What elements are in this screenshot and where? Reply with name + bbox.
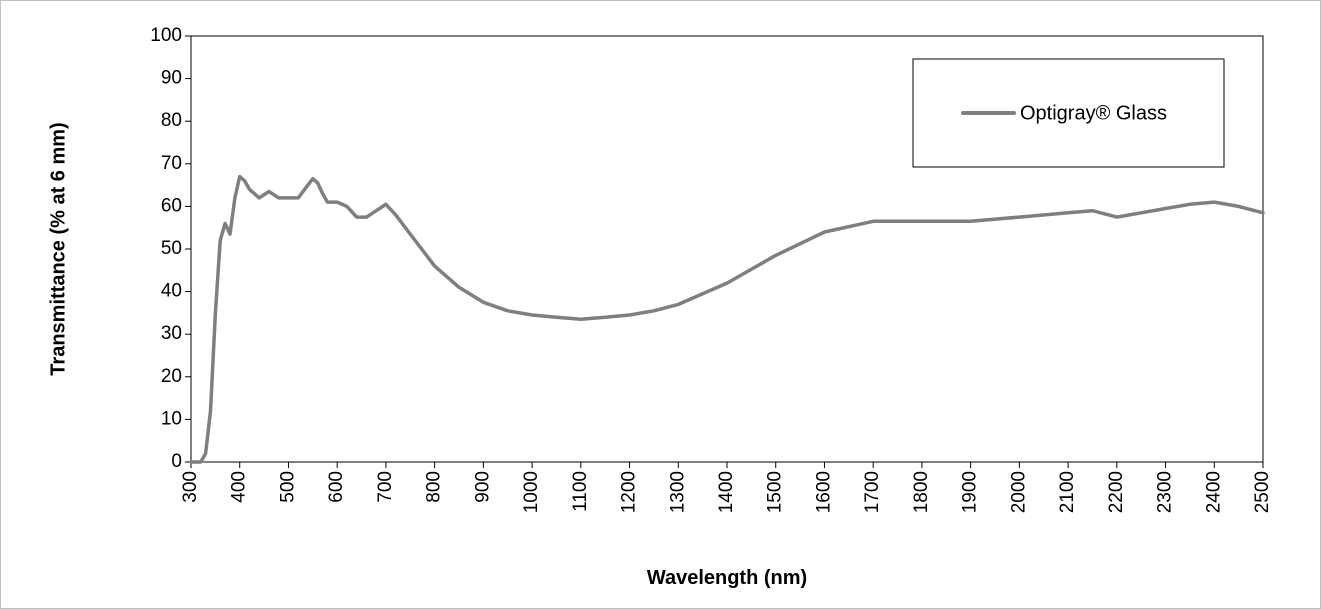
y-axis-ticks: 0 10 20 30 40 50 60 70 80 90 100 — [150, 25, 191, 472]
x-tick-label: 2500 — [1252, 471, 1273, 513]
x-tick-label: 2200 — [1106, 471, 1127, 513]
x-tick-label: 800 — [424, 471, 445, 503]
y-tick-label: 100 — [150, 25, 182, 46]
y-axis-title: Transmittance (% at 6 mm) — [47, 122, 69, 375]
series-layer — [189, 174, 1265, 464]
series-line-optigray-glass — [189, 174, 1265, 464]
x-tick-label: 700 — [375, 471, 396, 503]
y-tick-label: 80 — [161, 110, 182, 131]
y-tick-label: 0 — [171, 451, 182, 472]
y-tick-label: 60 — [161, 195, 182, 216]
x-tick-label: 1600 — [813, 471, 834, 513]
x-axis-ticks: 300 400 500 600 700 800 900 1000 1100 1200 1300 140… — [180, 462, 1273, 513]
y-tick-label: 90 — [161, 68, 182, 89]
y-tick-label: 30 — [161, 323, 182, 344]
x-tick-label: 400 — [229, 471, 250, 503]
x-tick-label: 2400 — [1203, 471, 1224, 513]
legend-label-optigray-glass: Optigray® Glass — [1020, 102, 1167, 124]
x-tick-label: 600 — [326, 471, 347, 503]
y-tick-label: 20 — [161, 366, 182, 387]
x-tick-label: 1700 — [862, 471, 883, 513]
x-tick-label: 1200 — [619, 471, 640, 513]
y-tick-label: 40 — [161, 281, 182, 302]
x-tick-label: 2300 — [1155, 471, 1176, 513]
x-tick-label: 1500 — [765, 471, 786, 513]
y-tick-label: 70 — [161, 153, 182, 174]
x-tick-label: 2100 — [1057, 471, 1078, 513]
x-tick-label: 2000 — [1008, 471, 1029, 513]
x-tick-label: 300 — [180, 471, 201, 503]
y-tick-label: 50 — [161, 238, 182, 259]
x-tick-label: 500 — [277, 471, 298, 503]
x-tick-label: 1300 — [667, 471, 688, 513]
legend: Optigray® Glass — [912, 58, 1225, 168]
legend-box — [912, 58, 1225, 168]
x-tick-label: 1900 — [960, 471, 981, 513]
plot-area-frame — [190, 35, 1264, 463]
x-tick-label: 1000 — [521, 471, 542, 513]
x-axis-title: Wavelength (nm) — [647, 567, 807, 589]
x-tick-label: 1400 — [716, 471, 737, 513]
x-tick-label: 1800 — [911, 471, 932, 513]
x-tick-label: 900 — [472, 471, 493, 503]
x-tick-label: 1100 — [570, 471, 591, 512]
y-tick-label: 10 — [161, 408, 182, 429]
